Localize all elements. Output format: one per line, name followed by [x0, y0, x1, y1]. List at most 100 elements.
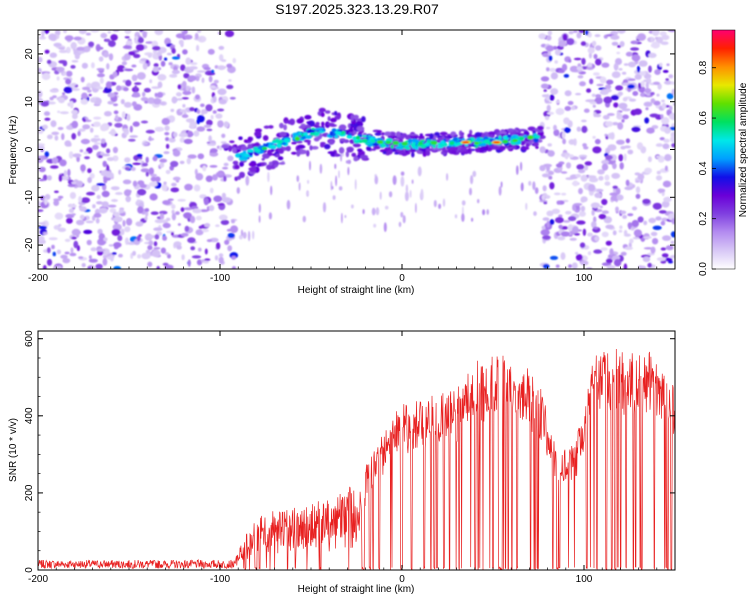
spectrogram-cell — [107, 92, 116, 98]
snr-frame — [37, 330, 676, 571]
spectrogram-cell — [62, 258, 71, 264]
spectrogram-cell — [622, 214, 627, 219]
spectrogram-cell — [96, 194, 101, 200]
spectrogram-cell — [58, 47, 66, 50]
spectrogram-cell — [401, 141, 408, 146]
spectrogram-cell — [648, 217, 656, 224]
spectrogram-cell — [49, 96, 54, 101]
spectrogram-cell — [576, 32, 582, 39]
spectrogram-cell — [334, 135, 339, 139]
spectrogram-cell — [69, 252, 77, 257]
spectrogram-cell — [222, 197, 232, 203]
spectrogram-cell — [555, 100, 561, 104]
spectrogram-cell — [171, 204, 176, 210]
spectrogram-cell — [57, 110, 61, 114]
spectrogram-cell — [160, 247, 166, 254]
spectrogram-cell — [78, 30, 87, 35]
spectrogram-cell — [320, 112, 325, 118]
spectrogram-cell — [334, 115, 341, 119]
spectrogram-cell — [612, 185, 618, 189]
spectrogram-cell — [593, 249, 603, 254]
spectrogram-cell — [185, 85, 190, 92]
spectrogram-cell — [458, 130, 463, 137]
spectrogram-cell — [381, 132, 385, 136]
spectrogram-cell — [112, 71, 118, 78]
spectrogram-cell — [338, 147, 345, 154]
spectrogram-cell — [151, 249, 161, 258]
spectrogram-cell — [105, 81, 112, 89]
spectrogram-cell — [283, 124, 287, 131]
spectrogram-cell — [230, 225, 239, 233]
spectrogram-cell — [68, 151, 74, 159]
spectrogram-cell — [165, 169, 171, 175]
spectrogram-cell — [479, 143, 487, 147]
spectrogram-cell — [44, 117, 51, 121]
spectrogram-cell — [554, 60, 558, 64]
spectrogram-cell — [236, 187, 240, 194]
spectrogram-cell — [64, 238, 71, 242]
spectrogram-cell — [642, 198, 651, 205]
spectrogram-cell — [71, 228, 81, 236]
spectrogram-cell — [124, 157, 131, 163]
spectrogram-cell — [49, 52, 57, 58]
spectrogram-cell — [575, 92, 582, 96]
spectrogram-cell — [656, 170, 661, 175]
spectrogram-cell — [664, 165, 668, 172]
spectrogram-cell — [132, 180, 138, 187]
spectrogram-cell — [587, 232, 593, 237]
spectrogram-cell — [622, 114, 629, 120]
spectrogram-cell — [278, 148, 284, 154]
spectrogram-cell — [606, 79, 614, 85]
spectrogram-cell — [256, 163, 262, 167]
spectrogram-cell — [653, 81, 660, 86]
spectrogram-cell — [151, 86, 161, 89]
spectrogram-cell — [154, 92, 158, 97]
spectrogram-cell — [579, 81, 586, 87]
spectrogram-cell — [521, 146, 530, 150]
spectrogram-cell — [218, 253, 224, 258]
spectrogram-cell — [502, 139, 509, 144]
spectrogram-cell — [556, 200, 561, 205]
spectrogram-cell — [83, 151, 89, 155]
spectrogram-cell — [542, 217, 550, 221]
spectrogram-cell — [628, 61, 636, 68]
spectrogram-cell — [650, 231, 658, 237]
spectrogram-cell — [576, 220, 586, 225]
spectrogram-cell — [550, 88, 559, 95]
spectrogram-cell — [637, 173, 645, 181]
colorbar-tick-label: 0.6 — [698, 111, 709, 125]
spectrogram-cell — [612, 162, 617, 170]
spectrogram-cell — [178, 39, 184, 45]
spectrogram-cell — [67, 183, 76, 188]
spectrogram-cell — [149, 79, 153, 84]
spectrogram-cell — [581, 119, 587, 123]
spectrogram-cell — [227, 155, 234, 162]
spectrogram-cell — [372, 142, 380, 147]
spectrogram-cell — [542, 263, 550, 269]
spectrogram-cell — [153, 98, 162, 105]
spectrogram-cell — [623, 153, 627, 162]
spectrogram-cell — [97, 228, 103, 235]
spectrogram-cell — [462, 141, 470, 144]
spectrogram-cell — [108, 244, 114, 247]
spectrogram-cell — [519, 136, 524, 141]
spectrogram-cell — [539, 146, 546, 154]
spectrogram-cell — [648, 65, 652, 73]
spectrogram-cell — [247, 230, 251, 242]
spectrogram-cell — [386, 144, 390, 148]
spectrogram-cell — [330, 117, 337, 123]
spectrogram-cell — [637, 216, 644, 223]
spectrogram-cell — [209, 85, 216, 89]
spectrogram-cell — [184, 225, 190, 232]
spectrogram-cell — [141, 252, 151, 260]
spectrogram-cell — [634, 172, 641, 176]
spectrogram-cell — [72, 48, 76, 52]
spectrogram-cell — [568, 30, 574, 35]
spectrogram-cell — [298, 125, 306, 129]
spectrogram-cell — [332, 195, 336, 200]
spectrogram-cell — [142, 62, 148, 70]
spectrogram-cell — [525, 202, 528, 211]
spectrogram-cell — [379, 191, 382, 200]
spectrogram-cell — [633, 108, 642, 115]
spec-ytick-label: 10 — [24, 96, 35, 108]
